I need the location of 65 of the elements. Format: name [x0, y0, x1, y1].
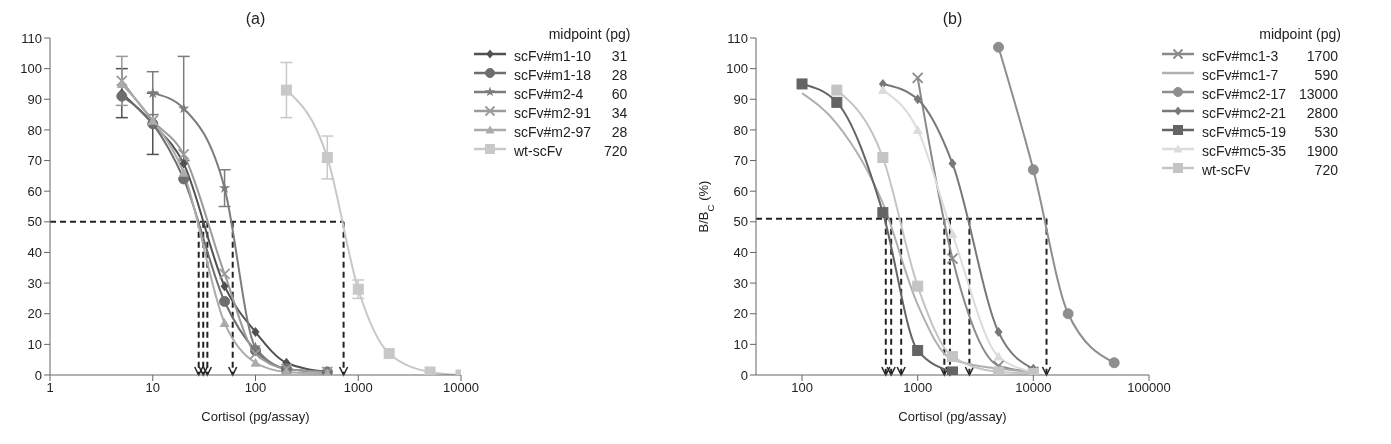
- legend-label: scFv#m1-10: [513, 46, 593, 65]
- text: 28: [610, 122, 629, 141]
- x-tick-label: 1000: [903, 380, 933, 396]
- y-tick-label: 80: [27, 122, 42, 138]
- y-tick-label: 110: [727, 30, 748, 46]
- legend-label: scFv#m2-91: [513, 103, 593, 122]
- legend-label: scFv#mc2-17: [1201, 84, 1288, 103]
- x-tick-label: 10: [145, 380, 160, 396]
- y-tick-label: 80: [733, 122, 748, 138]
- legend-label: scFv#m1-18: [513, 65, 593, 84]
- y-tick-label: 20: [27, 306, 42, 322]
- chart-title: (a): [244, 10, 267, 28]
- legend-label: scFv#mc1-3: [1201, 46, 1280, 65]
- chart-title: (b): [941, 10, 964, 28]
- y-tick-label: 50: [27, 214, 42, 230]
- y-tick-label: 90: [733, 91, 748, 107]
- legend-label: scFv#mc2-21: [1201, 103, 1288, 122]
- text: 1900: [1305, 141, 1339, 160]
- text: 720: [603, 141, 629, 160]
- text: 60: [610, 84, 629, 103]
- y-tick-label: 0: [34, 367, 42, 383]
- y-tick-label: 50: [733, 214, 748, 230]
- y-tick-label: 20: [733, 306, 748, 322]
- x-tick-label: 100000: [1127, 380, 1171, 396]
- y-tick-label: 30: [733, 275, 748, 291]
- y-tick-label: 40: [733, 245, 748, 261]
- text: 530: [1313, 122, 1339, 141]
- text: 2800: [1305, 103, 1339, 122]
- text: 13000: [1298, 84, 1339, 103]
- y-tick-label: 0: [740, 367, 748, 383]
- y-tick-label: 30: [27, 275, 42, 291]
- y-tick-label: 10: [733, 336, 748, 352]
- legend-title: midpoint (pg): [1258, 26, 1341, 42]
- y-tick-label: 10: [27, 336, 42, 352]
- y-tick-label: 110: [21, 30, 42, 46]
- legend-label: scFv#m2-97: [513, 122, 593, 141]
- x-axis-title: Cortisol (pg/assay): [898, 409, 1007, 424]
- legend-label: scFv#m2-4: [513, 84, 585, 103]
- legend-label: scFv#mc5-19: [1201, 122, 1288, 141]
- legend-label: scFv#mc1-7: [1201, 65, 1280, 84]
- y-tick-label: 60: [733, 183, 748, 199]
- x-tick-label: 10000: [1015, 380, 1052, 396]
- y-tick-label: 100: [20, 61, 42, 77]
- text: 31: [610, 46, 629, 65]
- text: 28: [610, 65, 629, 84]
- x-axis-title: Cortisol (pg/assay): [201, 409, 310, 424]
- y-tick-label: 60: [27, 183, 42, 199]
- text: 34: [610, 103, 629, 122]
- y-tick-label: 40: [27, 245, 42, 261]
- y-tick-label: 90: [27, 91, 42, 107]
- text: 590: [1313, 65, 1339, 84]
- y-tick-label: 70: [733, 153, 748, 169]
- x-tick-label: 10000: [442, 380, 480, 396]
- legend-label: wt-scFv: [1201, 160, 1252, 179]
- legend-title: midpoint (pg): [547, 26, 631, 42]
- text: 720: [1313, 160, 1339, 179]
- x-tick-label: 100: [244, 380, 267, 396]
- y-tick-label: 70: [27, 153, 42, 169]
- text: 1700: [1305, 46, 1339, 65]
- x-tick-label: 1: [46, 380, 54, 396]
- legend-label: scFv#mc5-35: [1201, 141, 1288, 160]
- x-tick-label: 1000: [343, 380, 373, 396]
- x-tick-label: 100: [791, 380, 813, 396]
- legend-label: wt-scFv: [513, 141, 564, 160]
- y-tick-label: 100: [726, 61, 748, 77]
